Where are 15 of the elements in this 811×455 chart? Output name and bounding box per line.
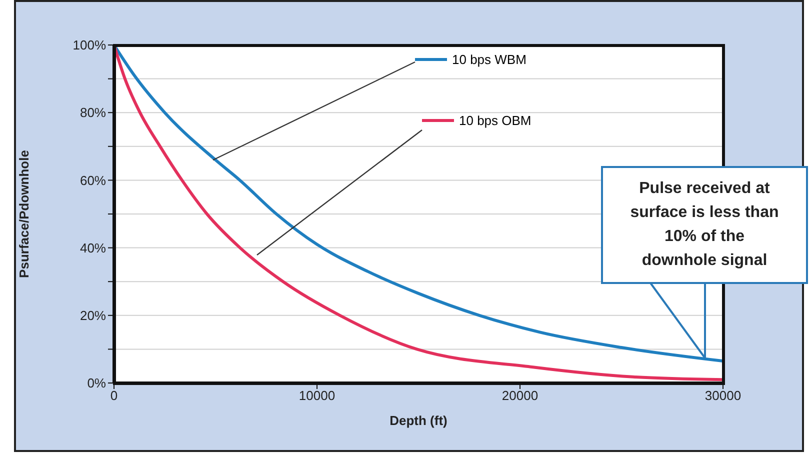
x-tick-label: 0 (110, 388, 118, 404)
y-tick-label: 0% (87, 376, 106, 391)
y-tick-label: 40% (80, 240, 106, 256)
y-axis-title: Psurface/Pdownhole (16, 150, 32, 278)
callout-box: Pulse received at surface is less than 10% of the downhole signal (601, 166, 808, 284)
legend-label: 10 bps WBM (452, 52, 526, 67)
y-tick-label: 100% (72, 38, 106, 53)
x-tick-label: 30000 (704, 388, 742, 404)
legend-label: 10 bps OBM (459, 113, 532, 128)
x-tick-label: 20000 (502, 388, 538, 404)
y-tick-label: 60% (80, 172, 106, 188)
x-tick-label: 10000 (298, 388, 336, 404)
y-tick-label: 20% (80, 308, 106, 324)
x-axis-title: Depth (ft) (390, 413, 448, 428)
y-tick-label: 80% (80, 105, 106, 120)
